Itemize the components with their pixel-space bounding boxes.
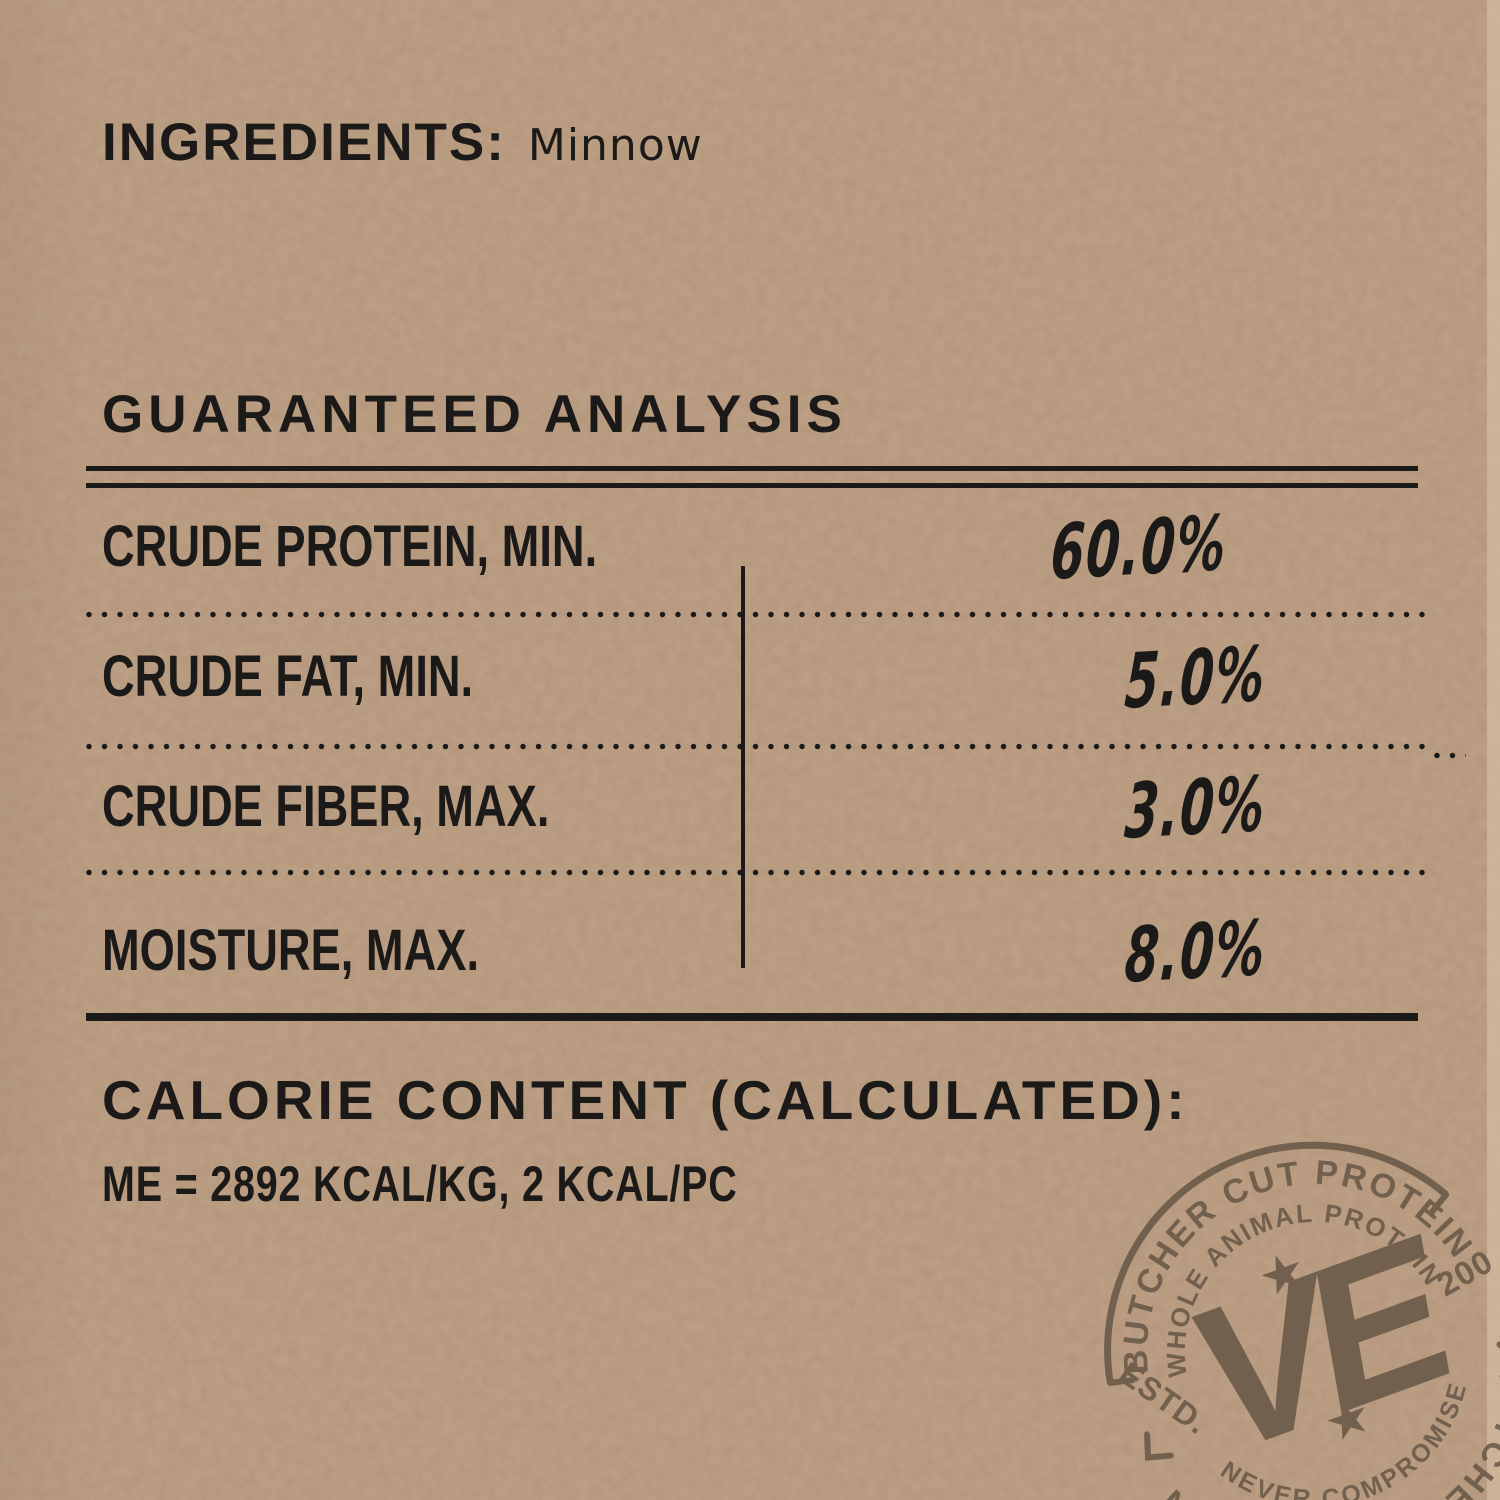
analysis-row-crude-fiber: CRUDE FIBER, MAX. 3.0%	[0, 759, 1500, 858]
analysis-row-moisture: MOISTURE, MAX. 8.0%	[0, 903, 1500, 1002]
analysis-row-value: 3.0%	[1122, 759, 1268, 856]
stamp-bracket-mark	[1496, 1341, 1500, 1380]
table-bottom-rule	[86, 1013, 1418, 1021]
analysis-row-value-cell: 60.0%	[889, 498, 1389, 596]
guaranteed-analysis-title-text: GUARANTEED ANALYSIS	[102, 385, 847, 444]
table-column-divider	[741, 566, 745, 968]
analysis-row-crude-protein: CRUDE PROTEIN, MIN. 60.0%	[0, 498, 1500, 598]
calorie-content-value: ME = 2892 KCAL/KG, 2 KCAL/PC	[102, 1159, 907, 1209]
ingredients-label: INGREDIENTS:	[102, 113, 506, 172]
analysis-row-label: CRUDE PROTEIN, MIN.	[102, 514, 598, 579]
ingredients-line: INGREDIENTS: Minnow	[102, 116, 703, 169]
stamp-bracket-mark	[1144, 1431, 1174, 1461]
analysis-row-label: CRUDE FAT, MIN.	[102, 644, 474, 709]
analysis-row-value-cell: 5.0%	[945, 629, 1445, 726]
analysis-row-value: 8.0%	[1122, 903, 1268, 1000]
calorie-content-value-text: ME = 2892 KCAL/KG, 2 KCAL/PC	[102, 1156, 738, 1212]
header-double-rule-top	[86, 466, 1418, 471]
analysis-row-value-cell: 8.0%	[945, 903, 1445, 1000]
dotted-separator	[86, 611, 1435, 618]
analysis-row-label: MOISTURE, MAX.	[102, 918, 480, 983]
guaranteed-analysis-title: GUARANTEED ANALYSIS	[102, 388, 847, 441]
ingredients-value: Minnow	[527, 120, 703, 171]
dotted-separator	[86, 743, 1435, 750]
stray-dots	[1434, 752, 1466, 759]
analysis-row-value: 5.0%	[1122, 629, 1268, 726]
dotted-separator	[86, 869, 1435, 876]
butcher-cut-protein-stamp: BUTCHER CUT PROTEIN BUTCHER CUT PROTEIN …	[1066, 1099, 1500, 1500]
analysis-row-crude-fat: CRUDE FAT, MIN. 5.0%	[0, 629, 1500, 728]
analysis-row-value-cell: 3.0%	[945, 759, 1445, 856]
header-double-rule-bottom	[86, 483, 1418, 488]
analysis-row-value: 60.0%	[1048, 498, 1230, 597]
analysis-row-label: CRUDE FIBER, MAX.	[102, 774, 550, 839]
